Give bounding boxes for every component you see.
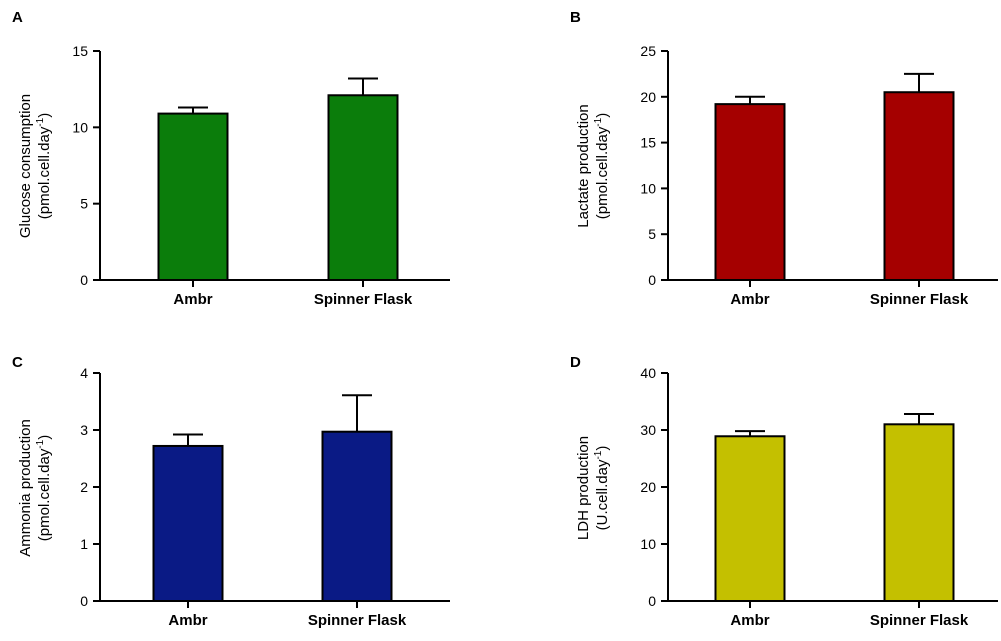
panel-c-y-axis-unit: (pmol.cell.day [36, 448, 53, 541]
panel-b-y-tick-label: 0 [648, 272, 656, 288]
panel-c-bar-spinner-flask [321, 430, 393, 602]
panel-a-y-axis-unit-close: ) [36, 113, 53, 118]
panel-d: D 0 10 20 30 40 LDH production (U.cell.day-1) Am… [570, 354, 998, 629]
panel-a-y-axis-unit-exponent: -1 [35, 117, 46, 126]
panel-c-y-tick-label: 1 [80, 536, 88, 552]
panel-c: C 0 1 2 3 4 Ammonia production (pmol.cell.day-1… [12, 354, 450, 629]
panel-d-y-tick-label: 20 [640, 479, 656, 495]
panel-d-letter: D [570, 354, 581, 371]
panel-d-x-tick-label: Ambr [730, 612, 769, 629]
panel-d-y-axis-unit-close: ) [594, 446, 611, 451]
panel-b: B 0 5 10 15 20 25 Lactate production (pmol.cell.… [570, 9, 998, 308]
panel-d-bar-spinner-flask [883, 423, 955, 602]
panel-b-y-tick-label: 25 [640, 43, 656, 59]
panel-b-bar-spinner-flask [883, 91, 955, 281]
panel-d-y-tick-label: 30 [640, 422, 656, 438]
panel-c-y-tick-label: 2 [80, 479, 88, 495]
panel-a-y-tick-label: 5 [80, 196, 88, 212]
panel-b-y-axis-title-line1: Lactate production [575, 104, 592, 227]
panel-b-y-tick-label: 5 [648, 226, 656, 242]
panel-d-bar-ambr [714, 435, 786, 602]
panel-b-bar-ambr [714, 103, 786, 281]
panel-d-y-axis-title: LDH production (U.cell.day-1) [575, 436, 611, 540]
panel-a-x-tick-label: Ambr [173, 291, 212, 308]
panel-b-y-tick-label: 20 [640, 89, 656, 105]
panel-a-y-tick-label: 0 [80, 272, 88, 288]
panel-c-bar-ambr [152, 444, 224, 602]
panel-b-x-tick-label: Ambr [730, 291, 769, 308]
panel-d-y-tick-label: 10 [640, 536, 656, 552]
panel-b-x-tick-label: Spinner Flask [870, 291, 969, 308]
panel-c-y-axis-unit-close: ) [36, 435, 53, 440]
panel-d-y-tick-label: 40 [640, 365, 656, 381]
panel-a-y-axis-unit: (pmol.cell.day [36, 126, 53, 219]
panel-b-y-axis-unit-exponent: -1 [593, 117, 604, 126]
panel-b-y-tick-label: 10 [640, 180, 656, 196]
panel-c-x-tick-label: Ambr [168, 612, 207, 629]
panel-a-bar-ambr [157, 112, 229, 281]
panel-c-letter: C [12, 354, 23, 371]
panel-c-x-tick-label: Spinner Flask [308, 612, 407, 629]
panel-b-y-axis-unit-close: ) [594, 113, 611, 118]
panel-c-y-tick-label: 0 [80, 593, 88, 609]
panel-b-y-tick-label: 15 [640, 135, 656, 151]
panel-c-y-axis-title-line1: Ammonia production [17, 419, 34, 557]
panel-c-y-axis-title: Ammonia production (pmol.cell.day-1) [17, 419, 53, 557]
panel-d-x-tick-label: Spinner Flask [870, 612, 969, 629]
panel-c-y-tick-label: 4 [80, 365, 88, 381]
panel-a: A 0 5 10 15 Glucose consumption (pmol.cell.day… [12, 9, 450, 308]
panel-c-y-axis-unit-exponent: -1 [35, 439, 46, 448]
panel-d-y-axis-unit: (U.cell.day [594, 459, 611, 530]
panel-a-y-axis-title: Glucose consumption (pmol.cell.day-1) [17, 94, 53, 238]
panel-b-letter: B [570, 9, 581, 26]
panel-a-x-tick-label: Spinner Flask [314, 291, 413, 308]
panel-a-letter: A [12, 9, 23, 26]
panel-c-y-tick-label: 3 [80, 422, 88, 438]
panel-a-y-tick-label: 10 [72, 119, 88, 135]
panel-b-y-axis-unit: (pmol.cell.day [594, 126, 611, 219]
panel-d-y-axis-unit-exponent: -1 [593, 450, 604, 459]
panel-a-bar-spinner-flask [327, 94, 399, 281]
panel-b-y-axis-title: Lactate production (pmol.cell.day-1) [575, 104, 611, 227]
panel-a-y-tick-label: 15 [72, 43, 88, 59]
panel-a-y-axis-title-line1: Glucose consumption [17, 94, 34, 238]
panel-d-y-tick-label: 0 [648, 593, 656, 609]
panel-d-y-axis-title-line1: LDH production [575, 436, 592, 540]
